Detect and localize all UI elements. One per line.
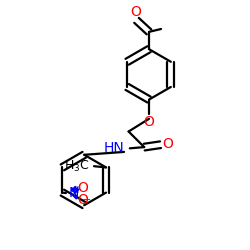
Text: +: + bbox=[73, 185, 81, 195]
Text: O: O bbox=[77, 193, 88, 207]
Text: −: − bbox=[82, 195, 91, 205]
Text: O: O bbox=[77, 181, 88, 195]
Text: HN: HN bbox=[104, 141, 124, 155]
Text: H$_3$C: H$_3$C bbox=[64, 159, 89, 174]
Text: O: O bbox=[162, 137, 173, 151]
Text: O: O bbox=[130, 5, 141, 19]
Text: O: O bbox=[144, 116, 154, 130]
Text: N: N bbox=[68, 186, 79, 200]
